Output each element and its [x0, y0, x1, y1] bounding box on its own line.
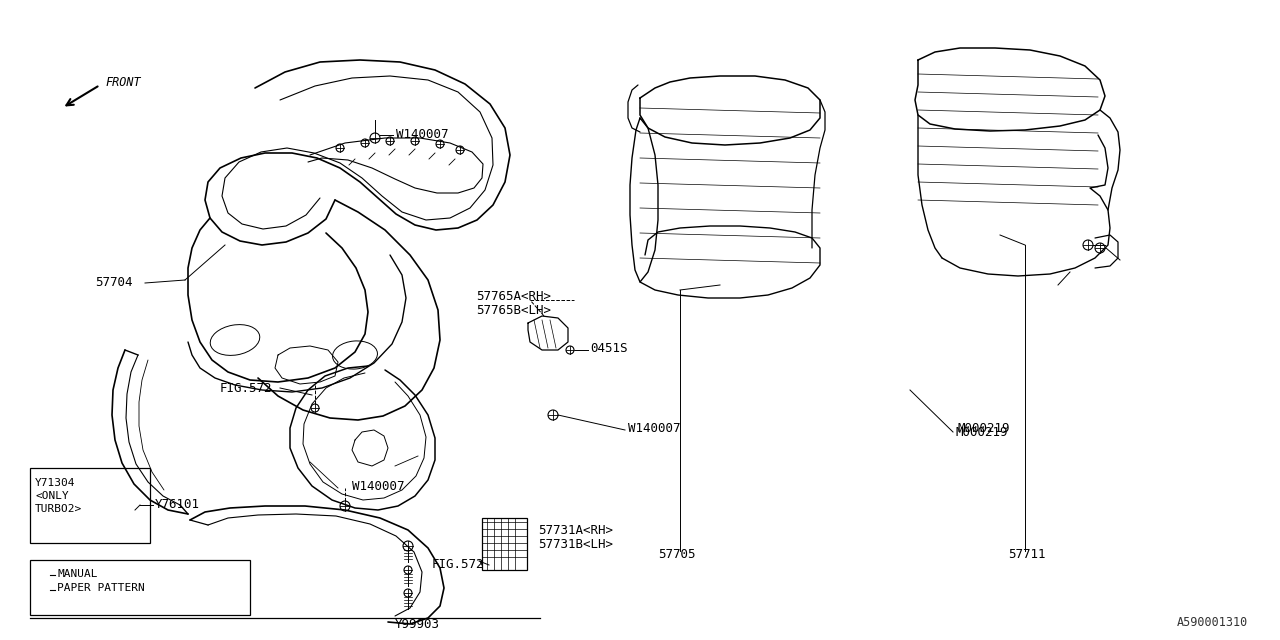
Text: MANUAL: MANUAL — [58, 569, 97, 579]
Text: <ONLY: <ONLY — [35, 491, 69, 501]
Text: Y76101: Y76101 — [155, 499, 200, 511]
Text: W140007: W140007 — [396, 127, 448, 141]
Text: FIG.572: FIG.572 — [220, 381, 273, 394]
Text: W140007: W140007 — [352, 479, 404, 493]
Text: M000219: M000219 — [955, 426, 1007, 438]
Text: 57704: 57704 — [95, 276, 133, 289]
Bar — [29, 560, 250, 615]
Text: W140007: W140007 — [628, 422, 681, 435]
Text: Y99903: Y99903 — [396, 618, 440, 632]
Text: FIG.572: FIG.572 — [433, 559, 485, 572]
Text: 57731A<RH>: 57731A<RH> — [538, 524, 613, 536]
Text: 57711: 57711 — [1009, 548, 1046, 561]
Bar — [29, 468, 150, 543]
Text: A590001310: A590001310 — [1176, 616, 1248, 628]
Text: PAPER PATTERN: PAPER PATTERN — [58, 583, 145, 593]
Text: 57765B<LH>: 57765B<LH> — [476, 303, 550, 317]
Bar — [483, 518, 527, 570]
Text: Y71304: Y71304 — [35, 478, 76, 488]
Text: 57731B<LH>: 57731B<LH> — [538, 538, 613, 552]
Text: 57765A<RH>: 57765A<RH> — [476, 289, 550, 303]
Text: 0451S: 0451S — [590, 342, 627, 355]
Text: TURBO2>: TURBO2> — [35, 504, 82, 514]
Text: FRONT: FRONT — [105, 77, 141, 90]
Text: 57705: 57705 — [658, 548, 695, 561]
Text: M000219: M000219 — [957, 422, 1010, 435]
